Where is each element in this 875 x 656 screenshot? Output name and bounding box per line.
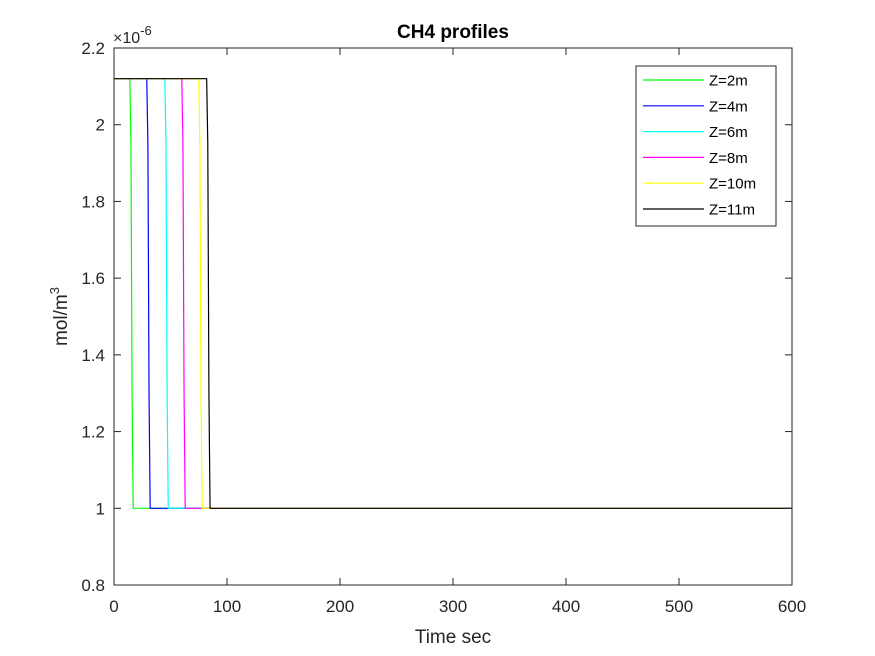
y-tick-label: 1.8 (81, 192, 105, 211)
x-tick-label: 500 (665, 597, 693, 616)
y-tick-label: 1.2 (81, 423, 105, 442)
legend-label: Z=4m (709, 98, 748, 115)
x-axis-title: Time sec (415, 627, 491, 648)
x-tick-label: 600 (778, 597, 806, 616)
y-axis-exponent-base: ×10 (113, 30, 140, 47)
y-axis-title: mol/m3 (47, 287, 72, 346)
y-tick-label: 1 (96, 499, 105, 518)
legend-label: Z=8m (709, 150, 748, 167)
y-tick-label: 2.2 (81, 39, 105, 58)
y-tick-label: 2 (96, 116, 105, 135)
legend-label: Z=2m (709, 73, 748, 90)
legend-box (635, 65, 777, 227)
x-tick-label: 0 (109, 597, 118, 616)
y-axis-exponent-power: -6 (140, 23, 152, 38)
x-tick-label: 200 (326, 597, 354, 616)
y-axis-title-superscript: 3 (47, 287, 62, 294)
y-axis-title-base: mol/m (51, 294, 72, 346)
y-tick-label: 1.6 (81, 269, 105, 288)
x-tick-label: 300 (439, 597, 467, 616)
y-tick-label: 0.8 (81, 576, 105, 595)
y-tick-label: 1.4 (81, 346, 105, 365)
series-line-z-11m (114, 78, 792, 509)
chart-title: CH4 profiles (397, 22, 509, 43)
y-axis-exponent: ×10-6 (113, 23, 152, 47)
legend: Z=2m Z=4m Z=6m Z=8m Z=10m Z=11m (635, 65, 777, 227)
legend-label: Z=10m (709, 176, 756, 193)
legend-label: Z=6m (709, 124, 748, 141)
x-tick-label: 400 (552, 597, 580, 616)
x-tick-label: 100 (213, 597, 241, 616)
axes-layer: 0 100 200 300 400 500 600 0.8 1 1.2 1.4 1.6 1.8 2 2.2 (81, 39, 806, 616)
legend-label: Z=11m (709, 202, 755, 219)
series-layer (114, 78, 792, 509)
